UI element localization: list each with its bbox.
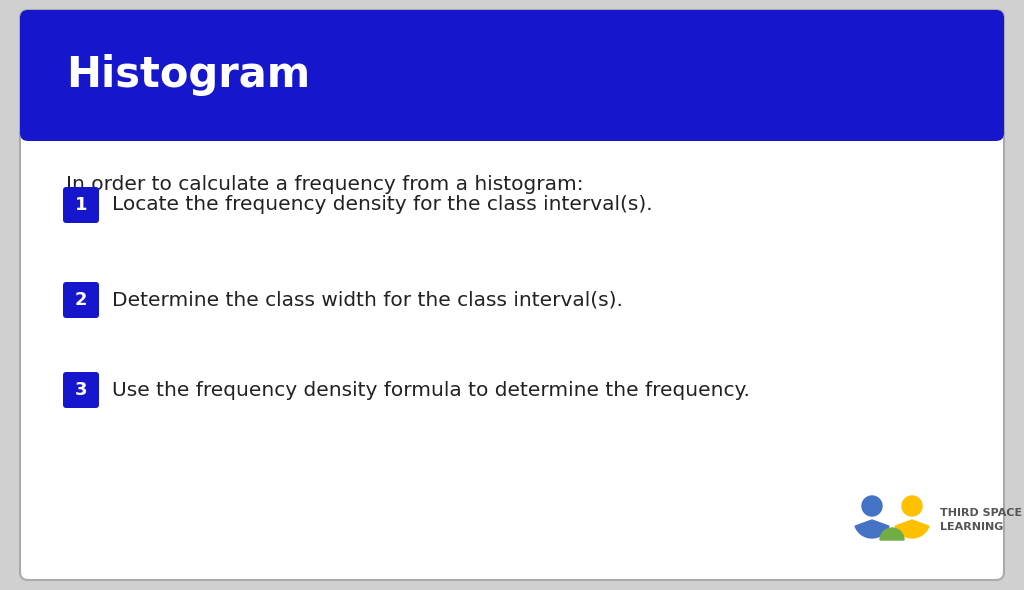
Wedge shape (895, 520, 929, 538)
FancyBboxPatch shape (63, 372, 99, 408)
Wedge shape (855, 520, 889, 538)
Text: Determine the class width for the class interval(s).: Determine the class width for the class … (112, 290, 623, 310)
Circle shape (902, 496, 922, 516)
Text: Locate the frequency density for the class interval(s).: Locate the frequency density for the cla… (112, 195, 652, 215)
Wedge shape (880, 528, 904, 540)
Text: In order to calculate a frequency from a histogram:: In order to calculate a frequency from a… (66, 175, 584, 194)
Text: Use the frequency density formula to determine the frequency.: Use the frequency density formula to det… (112, 381, 750, 399)
FancyBboxPatch shape (63, 282, 99, 318)
FancyBboxPatch shape (20, 10, 1004, 580)
Bar (28, 121, 996, 133)
Circle shape (862, 496, 882, 516)
Text: Histogram: Histogram (66, 54, 310, 97)
Text: 2: 2 (75, 291, 87, 309)
Text: 3: 3 (75, 381, 87, 399)
FancyBboxPatch shape (20, 10, 1004, 141)
FancyBboxPatch shape (63, 187, 99, 223)
Text: THIRD SPACE
LEARNING: THIRD SPACE LEARNING (940, 507, 1022, 532)
Text: 1: 1 (75, 196, 87, 214)
